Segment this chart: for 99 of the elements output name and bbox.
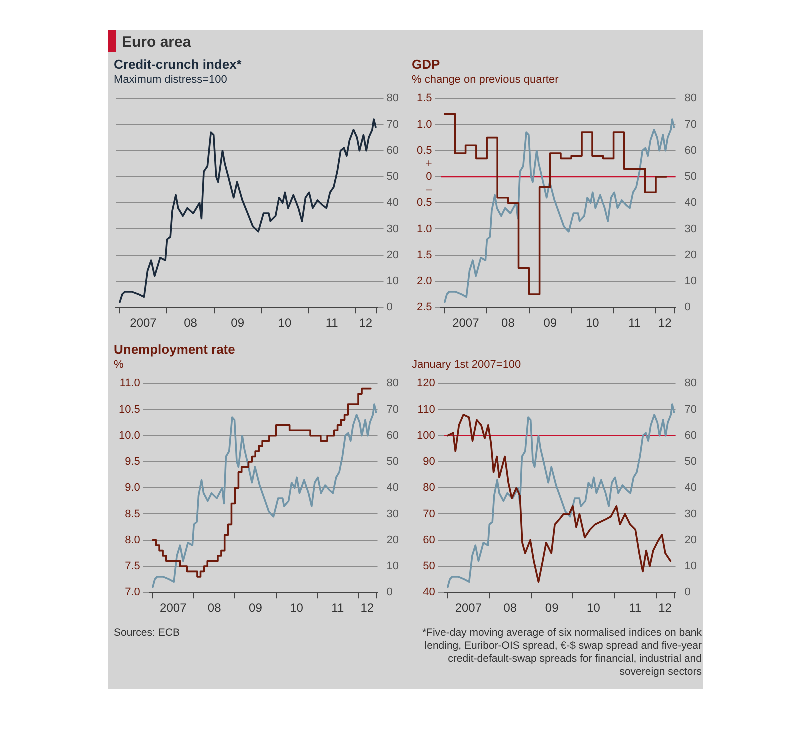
y2-tick-label: 30 xyxy=(684,508,698,520)
x-tick-label: 08 xyxy=(504,601,518,616)
y2-tick-label: 40 xyxy=(386,482,400,494)
text: *Five-day moving average of six normalised indices on bank lending, Euribor-OIS spread, €-$ swap spread and five-year credit-default-swap spreads for financial, industrial and sovereign sectors xyxy=(421,627,702,679)
y2-tick-label: 0 xyxy=(386,586,393,599)
x-tick-label: 2007 xyxy=(130,316,158,330)
y-tick-label: + xyxy=(426,158,432,170)
x-tick-label: 08 xyxy=(184,316,198,330)
y2-tick-label: 30 xyxy=(386,223,400,236)
y2-tick-label: 80 xyxy=(684,92,698,105)
chart-subtitle: % xyxy=(114,359,125,373)
chart-subtitle: % change on previous quarter xyxy=(412,74,560,88)
x-tick-label: 2007 xyxy=(452,316,480,330)
y2-tick-label: 70 xyxy=(684,118,698,131)
y2-tick-label: 40 xyxy=(684,197,698,210)
source-note: Sources: ECB xyxy=(114,627,181,640)
x-tick-label: 09 xyxy=(545,601,560,616)
y-tick-label: 1.5 xyxy=(416,92,432,105)
y-tick-label: 8.0 xyxy=(125,534,140,546)
x-tick-label: 09 xyxy=(544,316,558,330)
x-tick-label: 10 xyxy=(587,601,601,616)
y2-tick-label: 50 xyxy=(386,456,400,468)
y-tick-label: 0.5 xyxy=(416,197,432,210)
x-tick-label: 2007 xyxy=(455,601,482,616)
y-tick-label: 11.0 xyxy=(120,378,140,390)
x-tick-label: 11 xyxy=(629,601,642,616)
chart-title: GDP xyxy=(412,57,442,74)
y-tick-label: 7.5 xyxy=(125,560,140,573)
y2-tick-label: 40 xyxy=(386,197,400,210)
y2-tick-label: 70 xyxy=(386,404,400,416)
y2-tick-label: 80 xyxy=(386,378,400,390)
y-tick-label: 50 xyxy=(423,560,436,573)
y2-tick-label: 30 xyxy=(684,223,698,236)
y-tick-label: 1.0 xyxy=(416,118,432,131)
y-tick-label: 7.0 xyxy=(125,586,140,599)
y-tick-label: 80 xyxy=(423,482,436,494)
x-tick-label: 09 xyxy=(231,316,245,330)
y-tick-label: 1.0 xyxy=(416,223,432,236)
y-tick-label: 8.5 xyxy=(125,508,140,520)
y2-tick-label: 0 xyxy=(684,586,691,599)
y2-tick-label: 50 xyxy=(684,171,698,184)
y-tick-label: 9.5 xyxy=(125,456,140,468)
y2-tick-label: 0 xyxy=(684,302,691,314)
y2-tick-label: 20 xyxy=(684,249,698,262)
x-tick-label: 10 xyxy=(278,316,292,330)
y-tick-label: 10.5 xyxy=(118,404,140,416)
x-tick-label: 11 xyxy=(628,316,642,330)
x-tick-label: 12 xyxy=(359,316,373,330)
x-tick-label: 10 xyxy=(586,316,600,330)
x-tick-label: 11 xyxy=(332,601,344,616)
y2-tick-label: 80 xyxy=(386,92,400,105)
x-tick-label: 09 xyxy=(249,601,263,616)
y-tick-label: – xyxy=(426,184,434,196)
y2-tick-label: 20 xyxy=(386,249,400,262)
x-tick-label: 12 xyxy=(658,601,672,616)
x-tick-label: 08 xyxy=(502,316,516,330)
y-tick-label: 120 xyxy=(416,378,436,390)
y2-tick-label: 20 xyxy=(684,534,698,546)
y2-tick-label: 80 xyxy=(684,378,698,390)
y-tick-label: 0.5 xyxy=(416,144,432,157)
chart-title: Credit-crunch index* xyxy=(114,57,243,74)
y-tick-label: 9.0 xyxy=(125,482,140,494)
y2-tick-label: 60 xyxy=(684,144,698,157)
y2-tick-label: 0 xyxy=(386,302,393,314)
y-tick-label: 90 xyxy=(423,456,436,468)
y2-tick-label: 10 xyxy=(386,560,400,573)
chart-subtitle: January 1st 2007=100 xyxy=(412,359,522,373)
y2-tick-label: 20 xyxy=(386,534,400,546)
y-tick-label: 0 xyxy=(426,171,432,184)
y2-tick-label: 60 xyxy=(684,430,698,442)
y2-tick-label: 70 xyxy=(386,118,400,131)
x-tick-label: 2007 xyxy=(160,601,188,616)
y-tick-label: 60 xyxy=(423,534,436,546)
y2-tick-label: 50 xyxy=(386,171,400,184)
y-tick-label: 10.0 xyxy=(118,430,140,442)
x-tick-label: 10 xyxy=(290,601,304,616)
text: Euro area xyxy=(122,34,192,51)
y-tick-label: 2.5 xyxy=(416,302,432,314)
y2-tick-label: 50 xyxy=(684,456,698,468)
y2-tick-label: 10 xyxy=(684,276,698,288)
chart-subtitle: Maximum distress=100 xyxy=(114,74,228,88)
x-tick-label: 12 xyxy=(360,601,374,616)
y2-tick-label: 60 xyxy=(386,430,400,442)
y-tick-label: 1.5 xyxy=(416,249,432,262)
y-tick-label: 2.0 xyxy=(416,276,432,288)
y2-tick-label: 10 xyxy=(386,276,400,288)
y-tick-label: 70 xyxy=(423,508,436,520)
y2-tick-label: 10 xyxy=(684,560,698,573)
y-tick-label: 40 xyxy=(423,586,436,599)
y2-tick-label: 30 xyxy=(386,508,400,520)
y-tick-label: 110 xyxy=(418,404,436,416)
x-tick-label: 08 xyxy=(208,601,222,616)
y2-tick-label: 70 xyxy=(684,404,698,416)
y-tick-label: 100 xyxy=(416,430,436,442)
y2-tick-label: 60 xyxy=(386,144,400,157)
x-tick-label: 11 xyxy=(326,316,339,330)
x-tick-label: 12 xyxy=(658,316,672,330)
chart-title: Unemployment rate xyxy=(114,342,236,359)
y2-tick-label: 40 xyxy=(684,482,698,494)
